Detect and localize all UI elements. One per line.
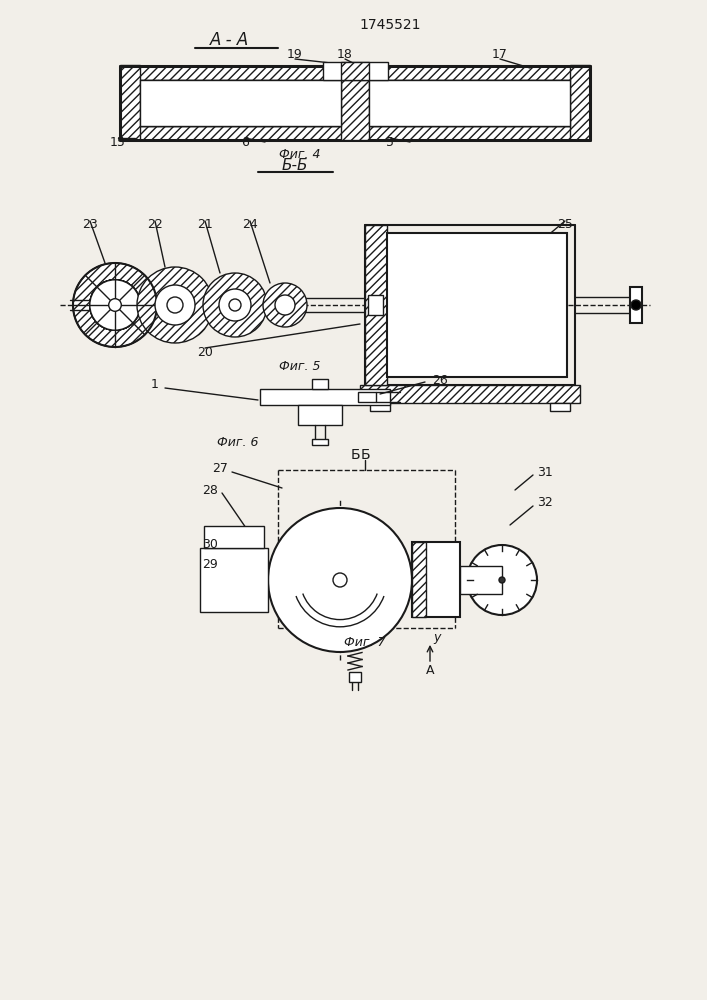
Bar (260, 389, 390, 405)
Bar (412, 542, 460, 617)
Circle shape (631, 300, 641, 310)
Text: 18: 18 (337, 48, 353, 62)
Circle shape (155, 285, 195, 325)
Bar (370, 403, 390, 411)
Circle shape (137, 267, 213, 343)
Bar (341, 62, 369, 80)
Circle shape (90, 280, 140, 330)
Bar (323, 62, 388, 80)
Bar (412, 542, 426, 617)
Text: 6: 6 (241, 135, 249, 148)
Bar (200, 548, 268, 612)
Bar (358, 392, 376, 402)
Bar (365, 225, 387, 385)
Circle shape (499, 577, 505, 583)
Text: 26: 26 (432, 373, 448, 386)
Text: 21: 21 (197, 219, 213, 232)
Text: 15: 15 (110, 135, 126, 148)
Circle shape (467, 545, 537, 615)
Circle shape (263, 283, 307, 327)
Text: y: y (433, 632, 440, 645)
Text: 29: 29 (202, 558, 218, 572)
Text: 23: 23 (82, 219, 98, 232)
Circle shape (90, 280, 140, 330)
Text: А - А: А - А (211, 31, 250, 49)
Circle shape (203, 273, 267, 337)
Circle shape (90, 280, 140, 330)
Bar (570, 65, 590, 140)
Text: Фиг. 6: Фиг. 6 (217, 436, 259, 450)
Bar (204, 526, 264, 548)
Text: А: А (426, 664, 434, 676)
Text: Б-Б: Б-Б (282, 158, 308, 174)
Text: 1745521: 1745521 (359, 18, 421, 32)
Text: 5: 5 (386, 135, 394, 148)
Bar (368, 295, 383, 315)
Circle shape (167, 297, 183, 313)
Text: 27: 27 (212, 462, 228, 475)
Bar (120, 66, 590, 80)
Bar (312, 439, 328, 445)
Bar (140, 80, 341, 126)
Text: 28: 28 (202, 484, 218, 496)
Text: 20: 20 (197, 346, 213, 359)
Text: 30: 30 (202, 538, 218, 552)
Circle shape (90, 280, 140, 330)
Circle shape (333, 573, 347, 587)
Bar (312, 379, 328, 389)
Text: 19: 19 (287, 48, 303, 62)
Bar (120, 65, 140, 140)
Bar (460, 566, 502, 594)
Text: 25: 25 (557, 219, 573, 232)
Text: Фиг. 7: Фиг. 7 (344, 636, 386, 648)
Bar (550, 403, 570, 411)
Circle shape (90, 280, 140, 330)
Bar (360, 385, 580, 403)
Bar (369, 80, 570, 126)
Circle shape (90, 280, 140, 330)
Circle shape (90, 280, 140, 330)
Text: Б: Б (360, 448, 370, 462)
Text: 22: 22 (147, 219, 163, 232)
Bar (120, 126, 590, 140)
Bar (341, 65, 369, 140)
Circle shape (229, 299, 241, 311)
Text: Фиг. 4: Фиг. 4 (279, 147, 321, 160)
Text: 17: 17 (492, 48, 508, 62)
Circle shape (275, 295, 295, 315)
Circle shape (90, 280, 140, 330)
Text: 32: 32 (537, 496, 553, 510)
Circle shape (109, 299, 122, 311)
Circle shape (219, 289, 251, 321)
Bar (298, 405, 342, 425)
Text: 31: 31 (537, 466, 553, 479)
Text: 1: 1 (151, 378, 159, 391)
Circle shape (90, 280, 140, 330)
Text: Б: Б (350, 448, 360, 462)
Circle shape (90, 280, 140, 330)
Bar (630, 287, 642, 323)
Circle shape (90, 280, 140, 330)
Text: 24: 24 (242, 219, 258, 232)
Bar (387, 233, 567, 377)
Circle shape (73, 263, 157, 347)
Text: Фиг. 5: Фиг. 5 (279, 360, 321, 372)
Circle shape (90, 280, 140, 330)
Bar (349, 672, 361, 682)
Circle shape (268, 508, 412, 652)
